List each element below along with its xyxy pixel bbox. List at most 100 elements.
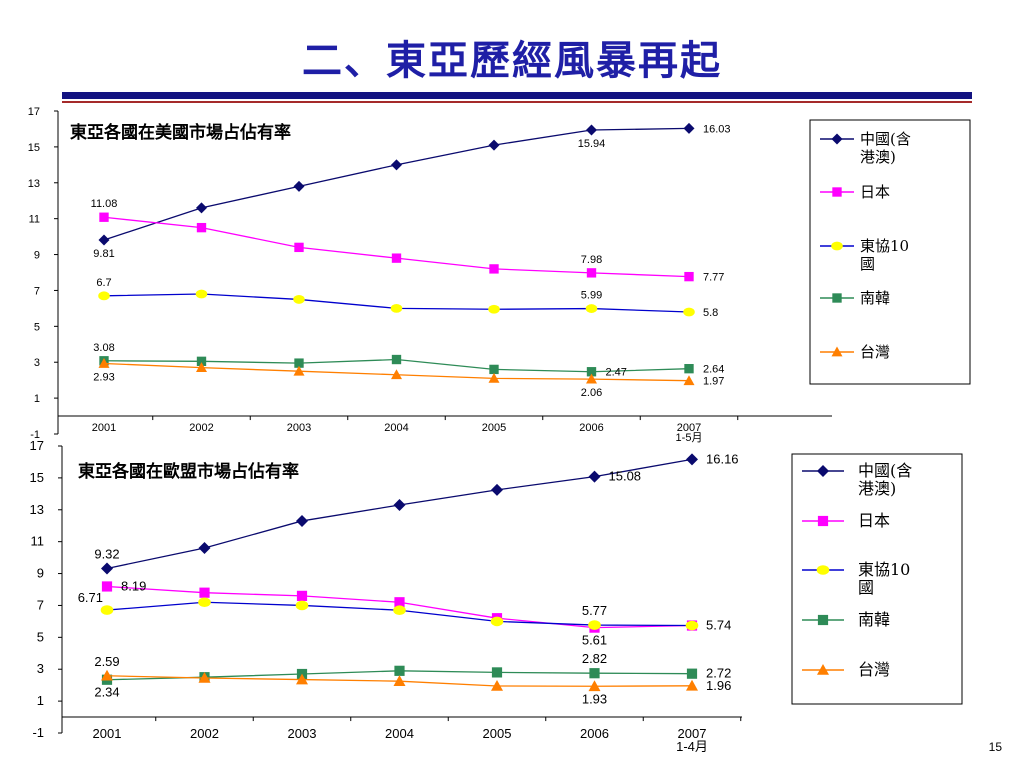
y-tick-label: 17 [28,106,40,118]
x-tick-label: 2007 [678,726,707,741]
data-label: 6.7 [96,277,111,289]
data-point [491,667,503,678]
x-tick-label: 2005 [482,422,506,434]
data-point [589,668,600,679]
data-point [491,483,503,496]
y-tick-label: 5 [37,629,44,644]
data-point [198,671,211,683]
data-point [686,679,698,691]
x-tick-label: 2007 [677,422,701,434]
data-point [489,264,499,274]
data-point [293,365,305,376]
data-point [101,669,113,681]
data-label: 2.59 [94,654,119,669]
data-point [100,605,114,615]
x-tick-label: 2006 [580,726,609,741]
legend-label: 南韓 [858,610,890,629]
x-tick-label: 2001 [93,726,122,741]
data-point [488,372,500,383]
data-label: 3.08 [93,342,114,354]
x-tick-label: 2003 [288,726,317,741]
data-label: 15.94 [578,138,606,150]
legend-label: 港澳) [858,479,896,498]
data-point [101,581,113,592]
data-point [685,620,699,631]
data-point [586,373,597,384]
data-point [585,304,598,313]
data-label: 5.77 [582,603,607,618]
data-point [393,498,406,511]
data-point [198,542,211,555]
y-tick-label: 15 [30,470,44,485]
y-tick-label: 7 [34,285,40,297]
data-label: 2.34 [94,685,119,700]
data-point [296,590,308,601]
y-tick-label: 15 [28,142,40,154]
y-tick-label: 5 [34,321,40,333]
x-tick-label: 2004 [384,422,408,434]
data-label: 1.93 [582,691,607,706]
y-tick-label: 1 [34,393,40,405]
data-point [196,202,207,214]
legend-marker [817,664,829,675]
data-label: 8.19 [121,578,146,593]
legend-marker [831,346,843,357]
data-label: 16.03 [703,123,731,135]
data-label: 5.8 [703,307,718,319]
legend-marker [816,565,830,575]
data-point [393,605,406,616]
data-point [296,673,308,685]
legend-marker [832,187,842,197]
data-label: 5.99 [581,290,602,302]
data-label: 9.81 [93,248,114,260]
x-tick-label: 2002 [190,726,219,741]
data-point [686,668,698,679]
legend-marker [817,465,829,477]
data-label: 9.32 [94,546,119,561]
data-label: 15.08 [609,469,642,484]
x-tick-label: 2005 [483,726,512,741]
y-tick-label: 13 [30,502,44,517]
data-point [490,616,504,627]
data-label: 1.96 [706,678,731,693]
data-label: 7.77 [703,272,724,284]
title-rule-accent [62,101,972,103]
data-point [98,291,110,301]
legend-label: 中國(含 [860,130,911,148]
y-tick-label: 3 [37,661,44,676]
data-point [391,354,402,365]
data-point [296,514,308,527]
data-point [294,242,304,253]
data-label: 2.06 [581,387,602,399]
data-point [686,453,698,466]
legend-marker [817,515,829,527]
data-point [195,289,208,299]
data-point [684,364,694,374]
y-tick-label: 3 [34,357,40,369]
data-point [394,597,405,608]
data-label: 16.16 [706,451,739,466]
data-point [295,600,309,611]
data-point [196,356,207,366]
legend-label: 港澳) [860,148,896,166]
legend-label: 東協10 [860,237,909,255]
legend-box [791,453,963,705]
data-point [588,620,601,630]
y-tick-label: 11 [29,214,40,226]
y-tick-label: 17 [30,438,44,453]
y-tick-label: 13 [28,178,40,190]
data-point [198,597,211,608]
legend-label: 東協10 [858,560,910,579]
data-point [294,358,304,368]
y-tick-label: 11 [31,534,45,549]
data-point [684,271,694,282]
y-tick-label: -1 [30,429,40,441]
data-label: 5.74 [706,618,731,633]
x-tick-sublabel: 1-4月 [676,739,708,754]
data-point [683,122,695,134]
data-label: 7.98 [581,254,602,266]
data-label: 2.93 [93,371,114,383]
legend-label: 日本 [860,183,890,201]
data-point [98,234,110,246]
x-tick-label: 2003 [287,422,311,434]
